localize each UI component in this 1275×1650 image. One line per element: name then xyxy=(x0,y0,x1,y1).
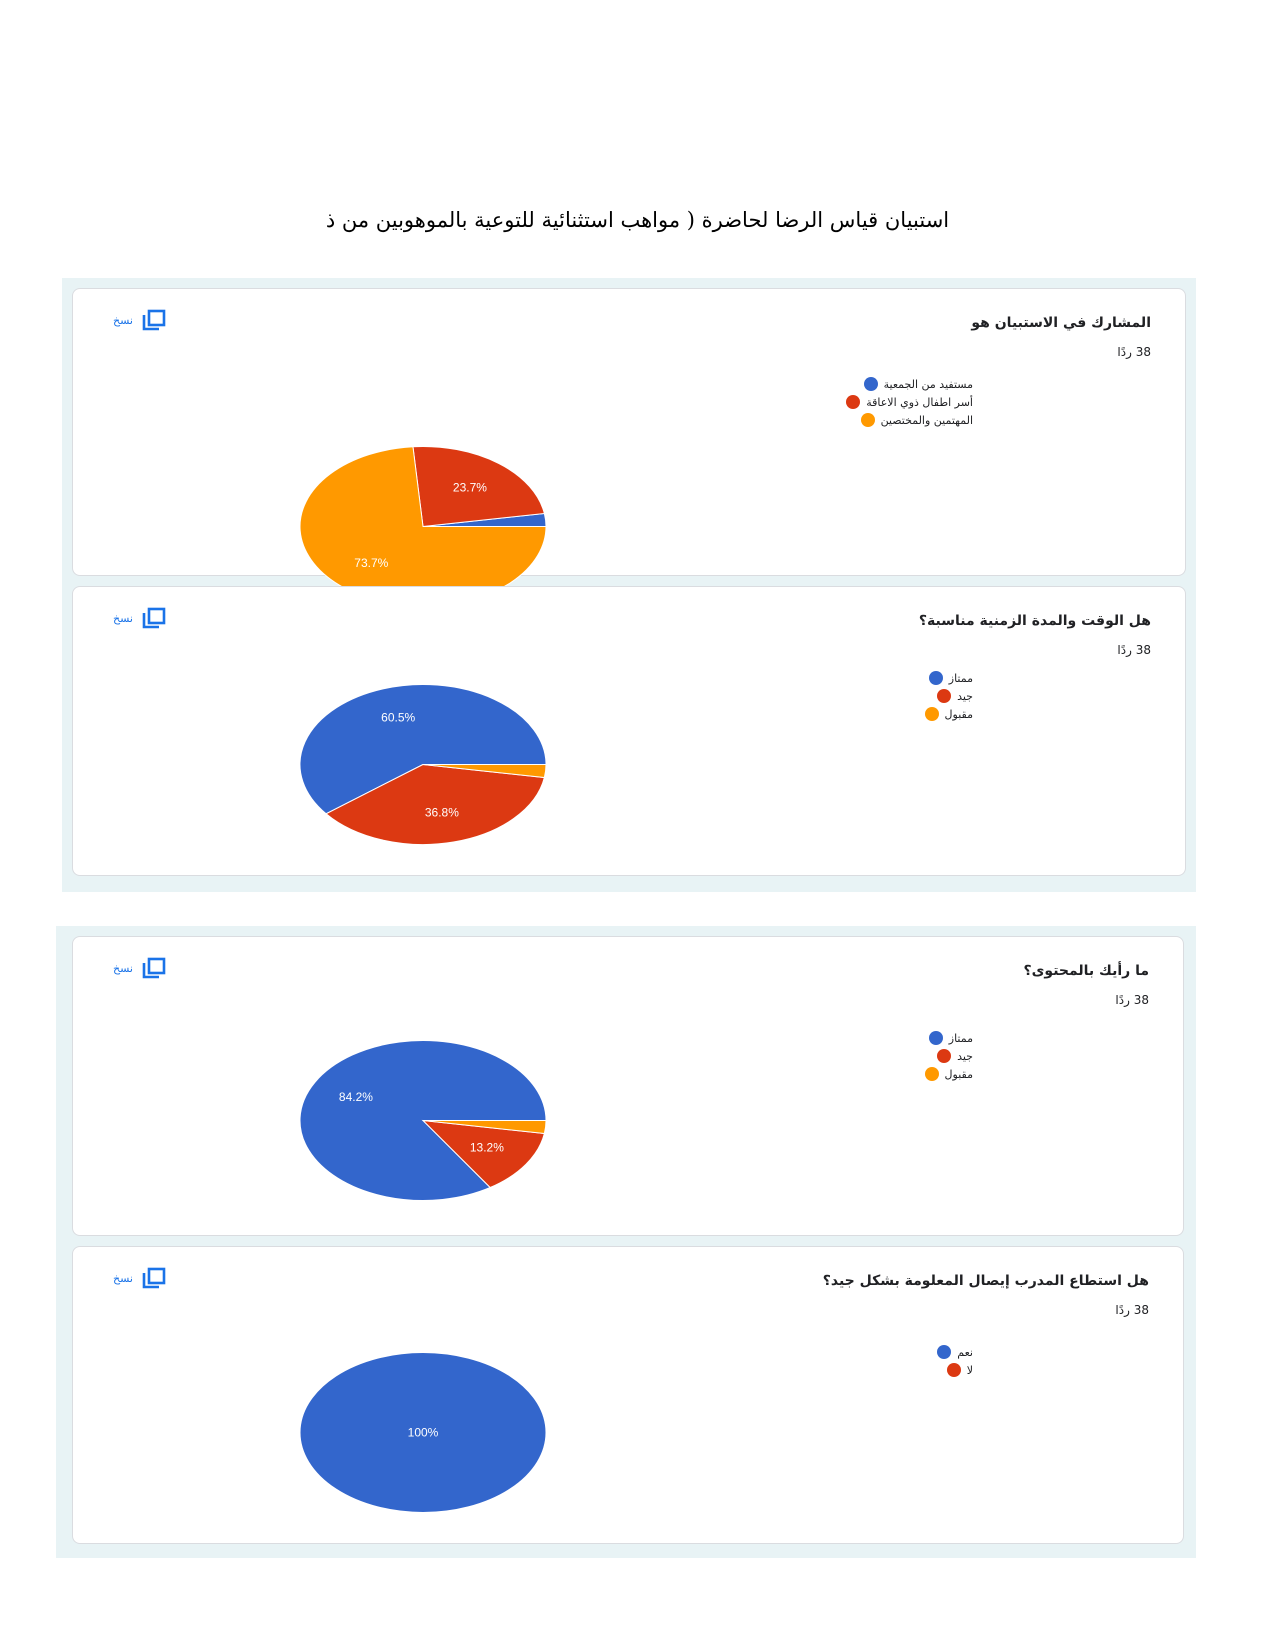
legend-label: نعم xyxy=(957,1345,973,1359)
pie-data-label: 23.7% xyxy=(453,480,487,494)
response-count: 38 ردًا xyxy=(1115,993,1149,1007)
question-title: هل استطاع المدرب إيصال المعلومة بشكل جيد… xyxy=(822,1273,1149,1289)
pie-slice xyxy=(299,1352,547,1513)
chart-legend: مستفيد من الجمعية أسر اطفال ذوي الاعاقة … xyxy=(753,375,973,429)
chart-legend: ممتاز جيد مقبول xyxy=(753,1029,973,1083)
pie-data-label: 73.7% xyxy=(354,556,388,570)
response-count: 38 ردًا xyxy=(1115,1303,1149,1317)
pie-slice xyxy=(325,763,545,845)
survey-screenshot-panel-2: نسخ ما رأيك بالمحتوى؟ 38 ردًا 84.2% 13.2%… xyxy=(56,926,1196,1558)
legend-dot xyxy=(937,689,952,703)
pie-chart: 100% xyxy=(299,1352,547,1513)
legend-dot xyxy=(928,671,943,685)
legend-label: لا xyxy=(966,1363,973,1377)
response-card-2: نسخ هل الوقت والمدة الزمنية مناسبة؟ 38 ر… xyxy=(72,586,1186,876)
chart-legend: نعم لا xyxy=(753,1343,973,1379)
chart-legend: ممتاز جيد مقبول xyxy=(753,669,973,723)
legend-item: جيد xyxy=(753,1047,973,1065)
legend-item: ممتاز xyxy=(753,669,973,687)
copy-button[interactable]: نسخ xyxy=(113,309,167,331)
copy-icon xyxy=(142,957,166,979)
legend-label: ممتاز xyxy=(948,1031,973,1045)
copy-label: نسخ xyxy=(113,313,133,327)
survey-screenshot-panel-1: نسخ المشارك في الاستبيان هو 38 ردًا 23.7… xyxy=(62,278,1196,892)
response-card-1: نسخ المشارك في الاستبيان هو 38 ردًا 23.7… xyxy=(72,288,1186,607)
copy-icon xyxy=(142,607,166,629)
legend-dot xyxy=(937,1049,952,1063)
response-card-4: نسخ هل استطاع المدرب إيصال المعلومة بشكل… xyxy=(72,1246,1184,1544)
legend-label: مقبول xyxy=(944,707,973,721)
legend-label: مقبول xyxy=(944,1067,973,1081)
pie-slice xyxy=(421,1119,545,1189)
legend-item: مقبول xyxy=(753,705,973,723)
legend-dot xyxy=(937,1345,952,1359)
copy-icon xyxy=(142,1267,166,1289)
legend-item: ممتاز xyxy=(753,1029,973,1047)
legend-item: نعم xyxy=(753,1343,973,1361)
copy-icon xyxy=(142,309,166,331)
pie-slice xyxy=(299,684,547,815)
pie-slice xyxy=(299,446,547,607)
response-count: 38 ردًا xyxy=(1117,345,1151,359)
question-title: هل الوقت والمدة الزمنية مناسبة؟ xyxy=(918,613,1151,629)
pie-data-label: 13.2% xyxy=(470,1141,504,1155)
legend-label: المهتمين والمختصين xyxy=(880,413,973,427)
question-title: ما رأيك بالمحتوى؟ xyxy=(1023,963,1149,979)
legend-item: جيد xyxy=(753,687,973,705)
pie-slice xyxy=(422,1120,547,1135)
response-count: 38 ردًا xyxy=(1117,643,1151,657)
legend-dot xyxy=(863,377,878,391)
pie-data-label: 60.5% xyxy=(381,711,415,725)
legend-label: جيد xyxy=(957,1049,973,1063)
legend-item: مستفيد من الجمعية xyxy=(753,375,973,393)
pie-chart: 23.7% 73.7% xyxy=(299,446,547,607)
pie-slice xyxy=(422,764,547,779)
legend-dot xyxy=(924,707,939,721)
copy-button[interactable]: نسخ xyxy=(113,957,167,979)
pie-data-label: 84.2% xyxy=(339,1090,373,1104)
legend-label: أسر اطفال ذوي الاعاقة xyxy=(866,395,973,409)
pie-data-label: 36.8% xyxy=(425,806,459,820)
response-card-3: نسخ ما رأيك بالمحتوى؟ 38 ردًا 84.2% 13.2%… xyxy=(72,936,1184,1236)
pie-slice xyxy=(412,446,545,528)
question-title: المشارك في الاستبيان هو xyxy=(971,315,1151,331)
legend-dot xyxy=(860,413,875,427)
legend-item: أسر اطفال ذوي الاعاقة xyxy=(753,393,973,411)
legend-dot xyxy=(924,1067,939,1081)
legend-label: ممتاز xyxy=(948,671,973,685)
legend-item: لا xyxy=(753,1361,973,1379)
copy-button[interactable]: نسخ xyxy=(113,607,167,629)
copy-button[interactable]: نسخ xyxy=(113,1267,167,1289)
document-title: استبيان قياس الرضا لحاضرة ( مواهب استثنا… xyxy=(325,208,950,232)
legend-dot xyxy=(846,395,861,409)
legend-dot xyxy=(928,1031,943,1045)
copy-label: نسخ xyxy=(113,961,133,975)
legend-dot xyxy=(946,1363,961,1377)
copy-label: نسخ xyxy=(113,1271,133,1285)
legend-item: مقبول xyxy=(753,1065,973,1083)
copy-label: نسخ xyxy=(113,611,133,625)
pie-chart: 84.2% 13.2% xyxy=(299,1040,547,1201)
pie-chart: 60.5% 36.8% xyxy=(299,684,547,845)
legend-label: جيد xyxy=(957,689,973,703)
legend-label: مستفيد من الجمعية xyxy=(883,377,973,391)
legend-item: المهتمين والمختصين xyxy=(753,411,973,429)
pie-data-label: 100% xyxy=(408,1426,439,1440)
